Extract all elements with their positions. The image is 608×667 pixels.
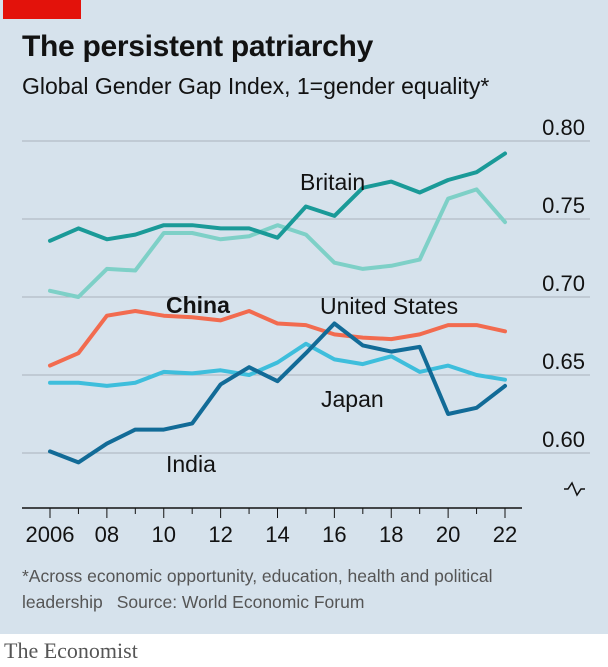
series-lines — [48, 151, 507, 465]
y-tick-label: 0.60 — [542, 427, 585, 452]
series-labels: Britain China United States Japan India — [166, 169, 458, 477]
series-label-united-states: United States — [320, 293, 458, 319]
x-tick-label: 08 — [95, 522, 119, 547]
y-tick-label: 0.75 — [542, 193, 585, 218]
gridlines — [22, 140, 590, 454]
chart-panel: The persistent patriarchy Global Gender … — [0, 0, 608, 634]
x-tick-label: 12 — [208, 522, 232, 547]
axis-break-icon — [564, 481, 585, 497]
line-chart: 0.600.650.700.750.80 2006 08 10 12 14 16 18 20 2… — [22, 115, 590, 547]
series-line-india — [48, 321, 507, 465]
x-tick-label: 10 — [152, 522, 176, 547]
series-line-china — [48, 309, 507, 368]
x-tick-label: 20 — [436, 522, 460, 547]
y-tick-label: 0.80 — [542, 115, 585, 140]
series-label-india: India — [166, 451, 216, 477]
x-tick-label: 18 — [379, 522, 403, 547]
series-label-britain: Britain — [300, 169, 365, 195]
y-tick-label: 0.70 — [542, 271, 585, 296]
x-tick-label: 22 — [493, 522, 517, 547]
series-label-china: China — [166, 292, 230, 318]
brand-logo-text: The Economist — [4, 638, 138, 663]
x-tick-label: 16 — [322, 522, 346, 547]
series-label-japan: Japan — [321, 386, 384, 412]
y-tick-label: 0.65 — [542, 349, 585, 374]
footnote: *Across economic opportunity, education,… — [22, 563, 592, 615]
source-text: Source: World Economic Forum — [116, 592, 365, 612]
chart-title: The persistent patriarchy — [22, 30, 373, 63]
x-tick-label: 2006 — [26, 522, 75, 547]
chart-subtitle: Global Gender Gap Index, 1=gender equali… — [22, 73, 490, 99]
x-tick-label: 14 — [265, 522, 289, 547]
y-axis-ticks: 0.60 0.65 0.70 0.75 0.80 — [542, 115, 585, 497]
x-axis: 2006 08 10 12 14 16 18 20 22 — [22, 507, 522, 547]
series-line-united-states — [48, 187, 507, 299]
brand-red-tag — [3, 0, 81, 19]
footnote-text: *Across economic opportunity, education,… — [22, 566, 493, 612]
series-line-britain — [48, 151, 507, 243]
